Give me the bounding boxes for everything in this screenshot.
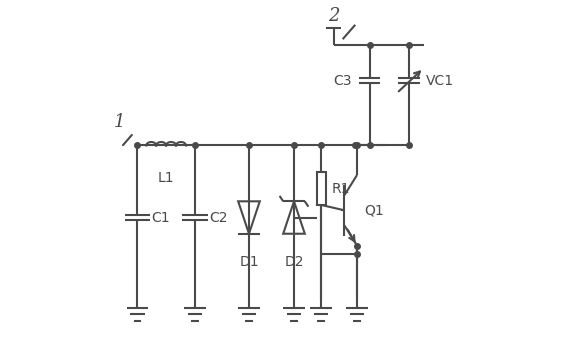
Text: L1: L1 [158, 171, 174, 185]
Text: VC1: VC1 [425, 74, 454, 87]
Text: C1: C1 [152, 211, 170, 225]
Bar [316, 172, 325, 205]
Text: C2: C2 [209, 211, 228, 225]
Text: C3: C3 [333, 74, 352, 87]
Text: 2: 2 [328, 7, 339, 25]
Text: D2: D2 [284, 255, 304, 269]
Text: 1: 1 [113, 113, 125, 131]
Text: D1: D1 [239, 255, 259, 269]
Text: R1: R1 [332, 182, 351, 196]
Text: Q1: Q1 [364, 203, 384, 217]
